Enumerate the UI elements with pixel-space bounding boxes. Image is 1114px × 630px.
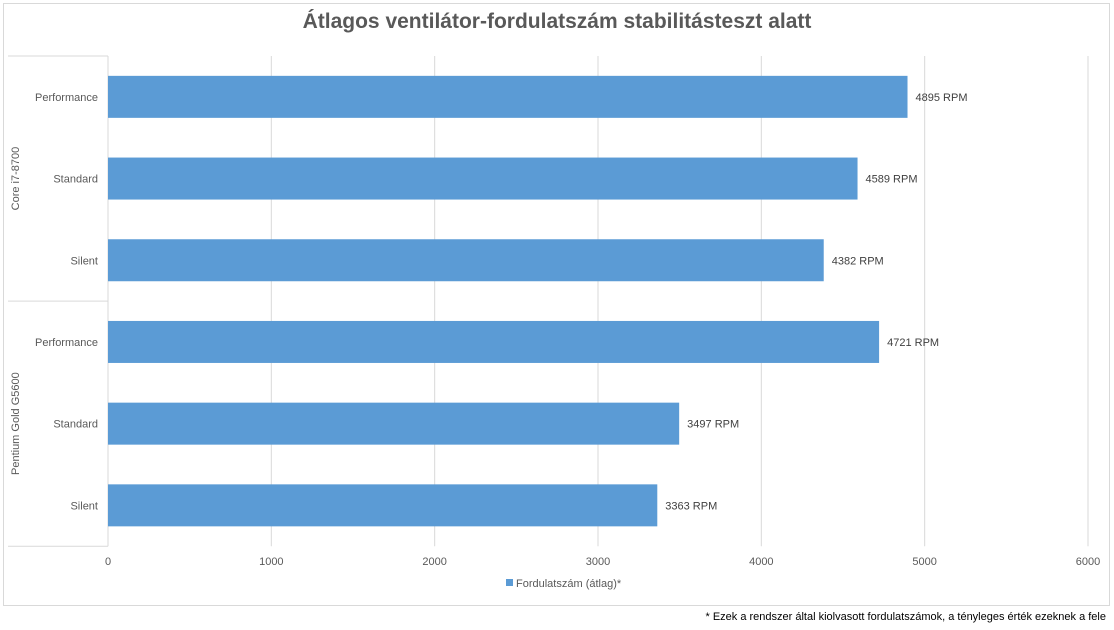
- data-label: 4721 RPM: [887, 337, 939, 349]
- data-label: 3497 RPM: [687, 419, 739, 431]
- data-label: 4589 RPM: [866, 174, 918, 186]
- x-tick-label: 5000: [912, 556, 936, 568]
- category-axis: Performance Standard Silent Core i7-8700 Per…: [8, 55, 108, 547]
- footnote: * Ezek a rendszer által kiolvasott fordu…: [705, 611, 1107, 623]
- bar: [108, 320, 880, 363]
- x-tick-label: 0: [105, 556, 111, 568]
- category-label: Standard: [53, 174, 98, 186]
- x-tick-label: 3000: [586, 556, 610, 568]
- legend-label: Fordulatszám (átlag)*: [516, 578, 622, 590]
- bar: [108, 239, 824, 282]
- data-label: 4895 RPM: [916, 92, 968, 104]
- data-label: 4382 RPM: [832, 255, 884, 267]
- x-tick-label: 4000: [749, 556, 773, 568]
- bar: [108, 402, 680, 445]
- x-tick-label: 1000: [259, 556, 283, 568]
- bar: [108, 484, 658, 527]
- legend-swatch: [506, 579, 513, 586]
- category-label: Silent: [70, 255, 98, 267]
- x-axis-ticks: 0 1000 2000 3000 4000 5000 6000: [105, 556, 1100, 568]
- category-label: Performance: [35, 92, 98, 104]
- group-label: Core i7-8700: [10, 147, 22, 211]
- x-tick-label: 6000: [1076, 556, 1100, 568]
- group-label: Pentium Gold G5600: [10, 372, 22, 475]
- bar: [108, 157, 858, 200]
- bars: [108, 75, 908, 527]
- chart-title: Átlagos ventilátor-fordulatszám stabilit…: [302, 10, 812, 33]
- category-label: Performance: [35, 337, 98, 349]
- data-label: 3363 RPM: [665, 500, 717, 512]
- data-labels: 4895 RPM 4589 RPM 4382 RPM 4721 RPM 3497 RPM…: [665, 92, 967, 512]
- gridlines: [107, 56, 1089, 547]
- category-label: Standard: [53, 419, 98, 431]
- category-label: Silent: [70, 500, 98, 512]
- x-tick-label: 2000: [422, 556, 446, 568]
- legend: Fordulatszám (átlag)*: [506, 578, 622, 590]
- bar: [108, 75, 908, 118]
